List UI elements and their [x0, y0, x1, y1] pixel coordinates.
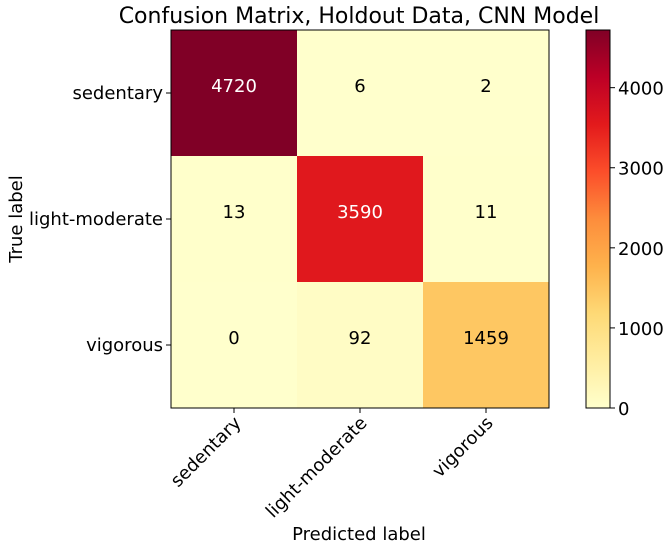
x-tick-label: vigorous	[428, 413, 497, 482]
heatmap-cell-2-1	[297, 282, 424, 409]
heatmap-cell-1-0	[171, 156, 298, 283]
colorbar-tick-label: 1000	[618, 319, 664, 340]
chart-title: Confusion Matrix, Holdout Data, CNN Mode…	[119, 4, 600, 29]
heatmap-cell-2-0	[171, 282, 298, 409]
heatmap-cell-2-2	[423, 282, 550, 409]
colorbar	[585, 29, 611, 409]
heatmap-cell-0-1	[297, 30, 424, 157]
colorbar-tick-label: 3000	[618, 159, 664, 180]
y-tick-label: vigorous	[86, 335, 163, 356]
x-tick-label: light-moderate	[262, 413, 372, 523]
colorbar-tick-label: 2000	[618, 239, 664, 260]
x-axis-ticks: sedentary light-moderate vigorous	[167, 408, 498, 522]
colorbar-tick-label: 0	[618, 399, 629, 420]
y-tick-label: light-moderate	[29, 209, 163, 230]
cell-value-label: 6	[354, 76, 365, 97]
heatmap-cell-0-2	[423, 30, 550, 157]
cell-value-label: 92	[349, 328, 372, 349]
y-tick-label: sedentary	[72, 83, 163, 104]
cell-value-label: 0	[228, 328, 239, 349]
y-axis-label: True label	[6, 175, 27, 264]
heatmap-cell-labels: 4720 6 2 13 3590 11 0 92 1459	[211, 76, 509, 349]
heatmap-cell-1-2	[423, 156, 550, 283]
y-axis-ticks: sedentary light-moderate vigorous	[29, 83, 171, 356]
x-axis-label: Predicted label	[292, 524, 426, 545]
cell-value-label: 11	[475, 202, 498, 223]
colorbar-ticks: 0 1000 2000 3000 4000	[610, 79, 664, 420]
x-tick-label: sedentary	[167, 412, 246, 491]
cell-value-label: 3590	[337, 202, 383, 223]
cell-value-label: 1459	[463, 328, 509, 349]
colorbar-tick-label: 4000	[618, 79, 664, 100]
heatmap-cells	[171, 30, 550, 409]
cell-value-label: 13	[223, 202, 246, 223]
heatmap-cell-1-1	[297, 156, 424, 283]
cell-value-label: 4720	[211, 76, 257, 97]
cell-value-label: 2	[480, 76, 491, 97]
heatmap-cell-0-0	[171, 30, 298, 157]
